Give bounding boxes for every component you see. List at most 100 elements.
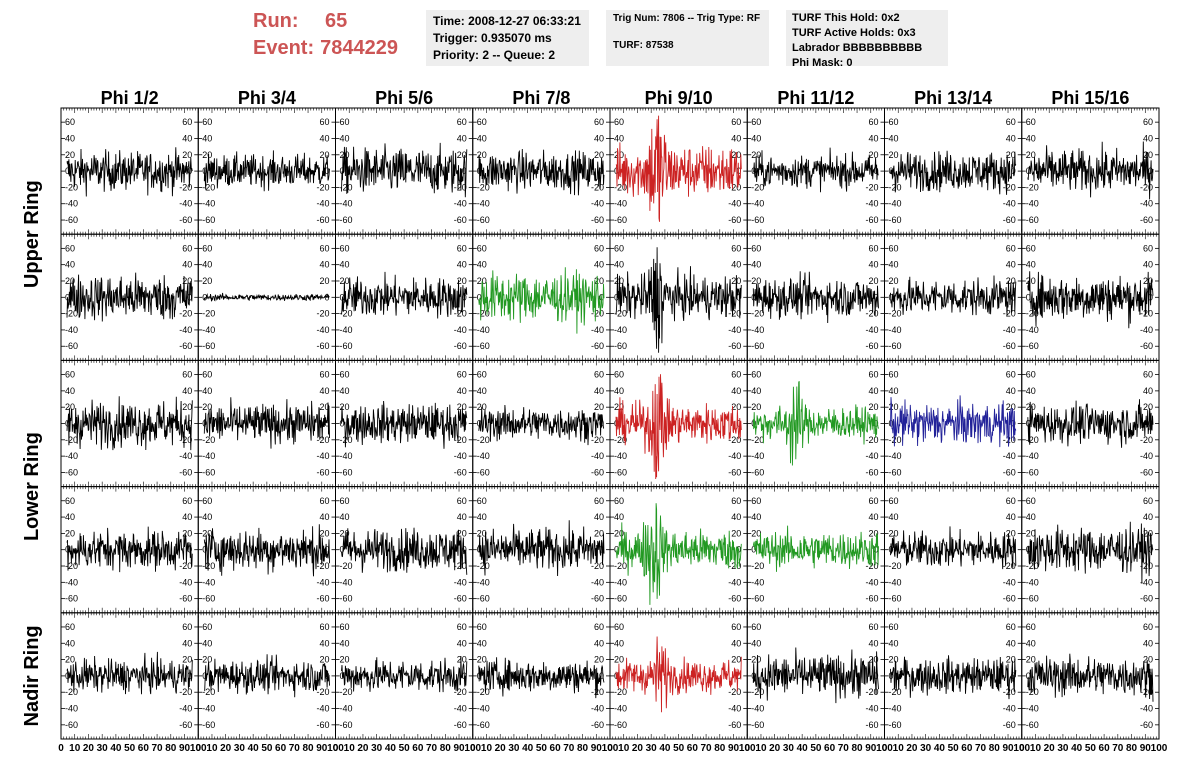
y-tick-label: 60	[65, 370, 75, 380]
y-tick-label: 60	[614, 117, 624, 127]
y-tick-label: 60	[477, 496, 487, 506]
y-tick-label: 60	[1006, 243, 1016, 253]
y-tick-label: -20	[179, 561, 192, 571]
y-tick-label: 20	[340, 655, 350, 665]
y-tick-label: 60	[1006, 370, 1016, 380]
y-tick-label: 40	[751, 386, 761, 396]
y-tick-label: -60	[179, 467, 192, 477]
waveform-trace	[478, 520, 605, 577]
y-tick-label: 20	[751, 528, 761, 538]
y-tick-label: -60	[65, 215, 78, 225]
y-tick-label: -40	[340, 451, 353, 461]
y-tick-label: 40	[1006, 133, 1016, 143]
y-tick-label: -60	[591, 467, 604, 477]
y-tick-label: 0	[1011, 292, 1016, 302]
y-tick-label: -40	[179, 325, 192, 335]
y-tick-label: -40	[865, 704, 878, 714]
y-tick-label: 40	[594, 386, 604, 396]
y-tick-label: 40	[1143, 260, 1153, 270]
y-tick-label: 0	[736, 671, 741, 681]
y-tick-label: 0	[873, 545, 878, 555]
y-tick-label: 20	[594, 655, 604, 665]
y-tick-label: 20	[65, 528, 75, 538]
y-tick-label: -60	[179, 594, 192, 604]
y-tick-label: -60	[614, 720, 627, 730]
waveform-trace	[1027, 271, 1154, 329]
y-tick-label: 0	[614, 292, 619, 302]
y-tick-label: 40	[731, 133, 741, 143]
y-tick-label: 60	[340, 243, 350, 253]
y-tick-label: 40	[340, 133, 350, 143]
y-tick-label: -20	[477, 561, 490, 571]
y-tick-label: -40	[340, 577, 353, 587]
y-tick-label: -40	[316, 199, 329, 209]
y-tick-label: -60	[454, 215, 467, 225]
y-tick-label: -60	[65, 720, 78, 730]
y-tick-label: 40	[889, 512, 899, 522]
y-tick-label: -60	[316, 594, 329, 604]
y-tick-label: 60	[594, 370, 604, 380]
y-tick-label: -20	[202, 182, 215, 192]
y-tick-label: -40	[1026, 577, 1039, 587]
y-tick-label: 40	[614, 260, 624, 270]
y-tick-label: 60	[868, 622, 878, 632]
y-tick-label: 60	[731, 370, 741, 380]
y-tick-label: 20	[65, 402, 75, 412]
y-tick-label: -20	[591, 561, 604, 571]
y-tick-label: 40	[65, 638, 75, 648]
y-tick-label: -40	[65, 199, 78, 209]
waveform-trace	[752, 525, 879, 572]
y-tick-label: 40	[751, 260, 761, 270]
y-tick-label: 60	[202, 370, 212, 380]
y-tick-label: 60	[614, 496, 624, 506]
column-header: Phi 3/4	[238, 88, 296, 108]
y-tick-label: -20	[65, 182, 78, 192]
y-tick-label: 20	[340, 402, 350, 412]
y-tick-label: -20	[865, 561, 878, 571]
y-tick-label: 60	[868, 496, 878, 506]
waveform-trace	[1027, 399, 1154, 448]
y-tick-label: 20	[868, 655, 878, 665]
y-tick-label: -40	[477, 199, 490, 209]
y-tick-label: 40	[868, 133, 878, 143]
y-tick-label: 60	[1143, 243, 1153, 253]
y-tick-label: 20	[202, 150, 212, 160]
y-tick-label: -60	[202, 215, 215, 225]
y-tick-label: -60	[865, 215, 878, 225]
y-tick-label: 60	[1143, 117, 1153, 127]
y-tick-label: 40	[1143, 386, 1153, 396]
y-tick-label: -40	[1026, 199, 1039, 209]
y-tick-label: -20	[454, 687, 467, 697]
y-tick-label: 60	[457, 243, 467, 253]
y-tick-label: 20	[594, 150, 604, 160]
y-tick-label: 60	[614, 243, 624, 253]
y-tick-label: 40	[457, 133, 467, 143]
waveform-trace	[203, 150, 330, 192]
y-tick-label: -20	[1026, 435, 1039, 445]
waveform-trace	[615, 247, 742, 353]
y-tick-label: -60	[179, 215, 192, 225]
y-tick-label: -60	[1140, 341, 1153, 351]
y-tick-label: 0	[202, 545, 207, 555]
y-tick-label: 60	[1026, 117, 1036, 127]
y-tick-label: -20	[477, 182, 490, 192]
y-tick-label: -20	[316, 687, 329, 697]
y-tick-label: 40	[319, 260, 329, 270]
y-tick-label: -60	[340, 341, 353, 351]
y-tick-label: 0	[736, 292, 741, 302]
y-tick-label: -20	[614, 561, 627, 571]
y-tick-label: -60	[614, 594, 627, 604]
y-tick-label: -20	[179, 435, 192, 445]
y-tick-label: 40	[751, 638, 761, 648]
y-tick-label: -60	[728, 341, 741, 351]
y-tick-label: -40	[179, 199, 192, 209]
y-tick-label: -40	[728, 577, 741, 587]
y-tick-label: 40	[65, 133, 75, 143]
y-tick-label: -40	[728, 199, 741, 209]
